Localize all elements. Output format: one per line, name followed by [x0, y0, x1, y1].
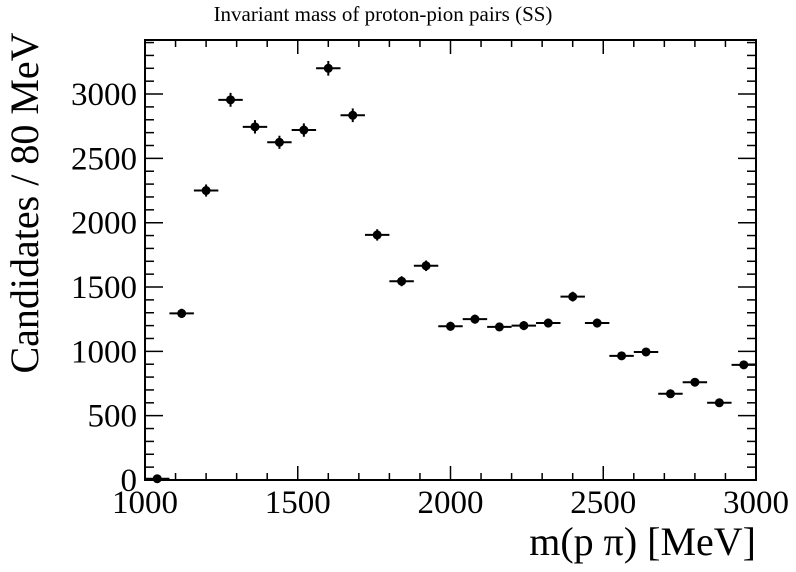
data-marker [739, 360, 749, 370]
data-point [413, 260, 439, 272]
data-marker [348, 110, 358, 120]
data-point [364, 229, 390, 241]
data-marker [250, 122, 260, 132]
y-tick-label: 2500 [71, 141, 137, 177]
data-marker [201, 186, 211, 196]
y-tick-label: 1500 [71, 270, 137, 306]
data-point [267, 135, 292, 149]
data-point [633, 347, 659, 357]
data-point [584, 318, 610, 328]
data-marker [641, 347, 651, 357]
y-tick-label: 3000 [71, 77, 137, 113]
data-marker [665, 389, 675, 399]
data-point [462, 314, 488, 324]
data-point [389, 276, 414, 287]
x-tick-label: 1000 [112, 485, 178, 521]
data-point [536, 318, 561, 328]
data-marker [299, 125, 309, 135]
x-axis-title: m(p π) [MeV] [529, 519, 756, 564]
x-tick-label: 3000 [723, 485, 789, 521]
data-point [145, 474, 170, 484]
plot-frame [144, 39, 757, 481]
y-axis-title: Candidates / 80 MeV [2, 32, 47, 373]
data-point [560, 291, 585, 302]
data-point [658, 389, 683, 399]
x-tick-label: 2500 [570, 485, 636, 521]
y-tick-label: 0 [121, 463, 138, 499]
data-marker [714, 398, 724, 408]
data-point [291, 123, 317, 137]
data-point [731, 360, 756, 370]
data-marker [592, 318, 602, 328]
y-tick-label: 1000 [71, 334, 137, 370]
data-marker [323, 63, 333, 73]
data-marker [274, 137, 284, 147]
data-marker [152, 474, 162, 484]
chart-title: Invariant mass of proton-pion pairs (SS) [213, 2, 553, 26]
data-point [340, 108, 365, 123]
x-tick-label: 1500 [265, 485, 331, 521]
data-point [682, 377, 708, 387]
data-point [316, 60, 341, 76]
data-marker [617, 351, 627, 361]
data-marker [177, 308, 187, 318]
data-marker [543, 318, 553, 328]
data-marker [470, 314, 480, 324]
data-marker [568, 292, 578, 302]
data-marker [226, 95, 236, 105]
data-point [609, 351, 634, 361]
data-point [242, 120, 268, 134]
data-marker [690, 377, 700, 387]
y-tick-label: 500 [88, 399, 138, 435]
data-point [169, 308, 194, 319]
data-marker [372, 230, 382, 240]
data-point [218, 92, 243, 107]
data-marker [446, 321, 455, 331]
data-marker [421, 261, 431, 271]
data-point [707, 398, 732, 408]
data-point [438, 321, 463, 331]
data-marker [397, 276, 407, 286]
data-point [511, 321, 537, 331]
data-point [193, 184, 219, 197]
x-tick-label: 2000 [418, 485, 484, 521]
data-marker [494, 322, 504, 332]
data-point [487, 322, 512, 332]
data-marker [519, 321, 529, 331]
y-tick-label: 2000 [71, 206, 137, 242]
